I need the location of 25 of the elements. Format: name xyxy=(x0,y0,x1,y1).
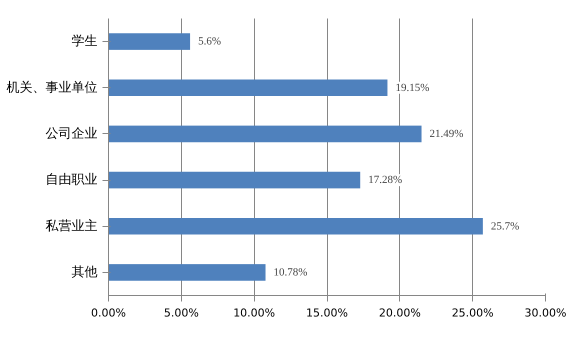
bar xyxy=(108,172,360,188)
y-tick-label: 自由职业 xyxy=(46,172,98,188)
bar xyxy=(108,126,422,142)
x-tick-label: 10.00% xyxy=(233,306,276,320)
x-tick-label: 5.00% xyxy=(164,306,199,320)
data-label: 17.28% xyxy=(368,174,402,186)
data-label: 10.78% xyxy=(274,266,308,278)
y-tick-label: 公司企业 xyxy=(46,126,98,142)
bar xyxy=(108,33,190,50)
data-label: 5.6% xyxy=(198,36,221,48)
data-label: 21.49% xyxy=(430,128,464,140)
y-tick-label: 私营业主 xyxy=(46,218,98,234)
x-tick-label: 0.00% xyxy=(91,306,126,320)
bar xyxy=(108,218,483,235)
y-tick-label: 机关、事业单位 xyxy=(6,80,98,96)
x-tick-label: 15.00% xyxy=(306,306,348,320)
x-tick-label: 20.00% xyxy=(378,306,421,320)
y-tick-label: 其他 xyxy=(72,264,98,280)
x-tick-label: 30.00% xyxy=(524,306,566,320)
data-label: 25.7% xyxy=(490,220,520,232)
data-label: 19.15% xyxy=(395,82,430,94)
bar xyxy=(108,79,388,96)
y-tick-label: 学生 xyxy=(72,34,98,50)
x-tick-label: 25.00% xyxy=(452,306,494,320)
bar xyxy=(108,264,266,281)
